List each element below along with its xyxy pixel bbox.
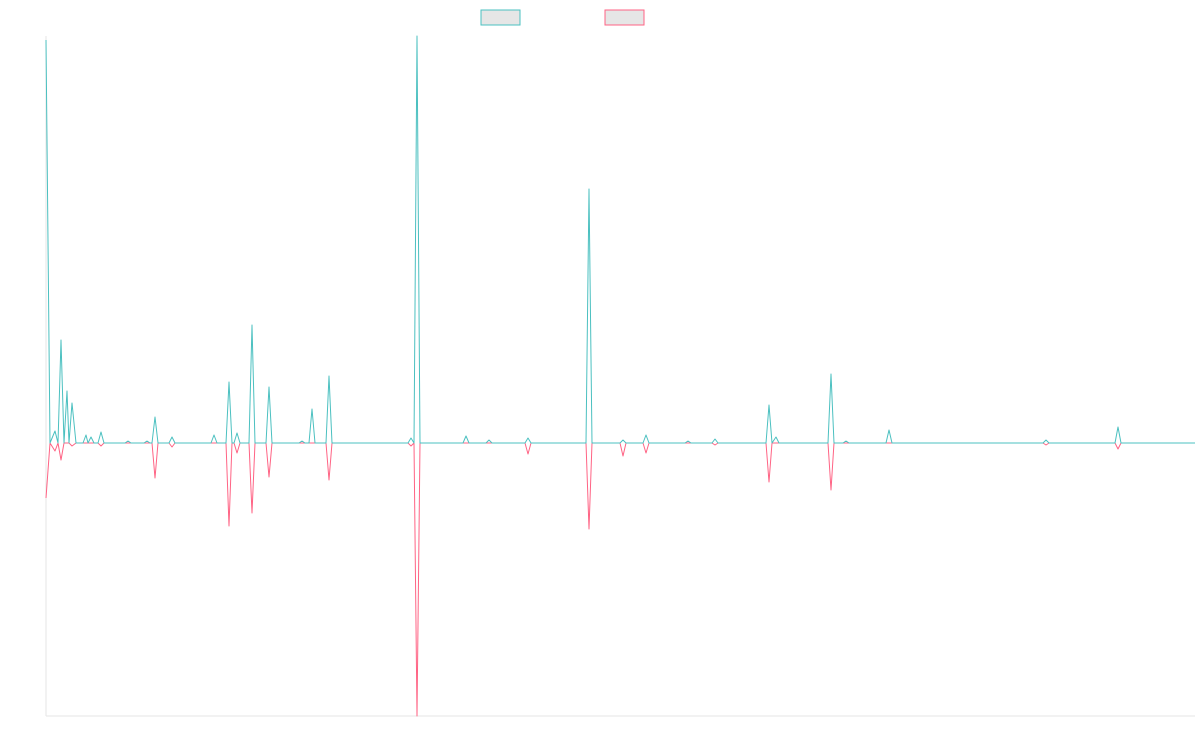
legend-swatch bbox=[604, 9, 645, 26]
data-line bbox=[45, 35, 1195, 444]
data-line bbox=[45, 442, 1195, 717]
legend-swatch bbox=[480, 9, 521, 26]
